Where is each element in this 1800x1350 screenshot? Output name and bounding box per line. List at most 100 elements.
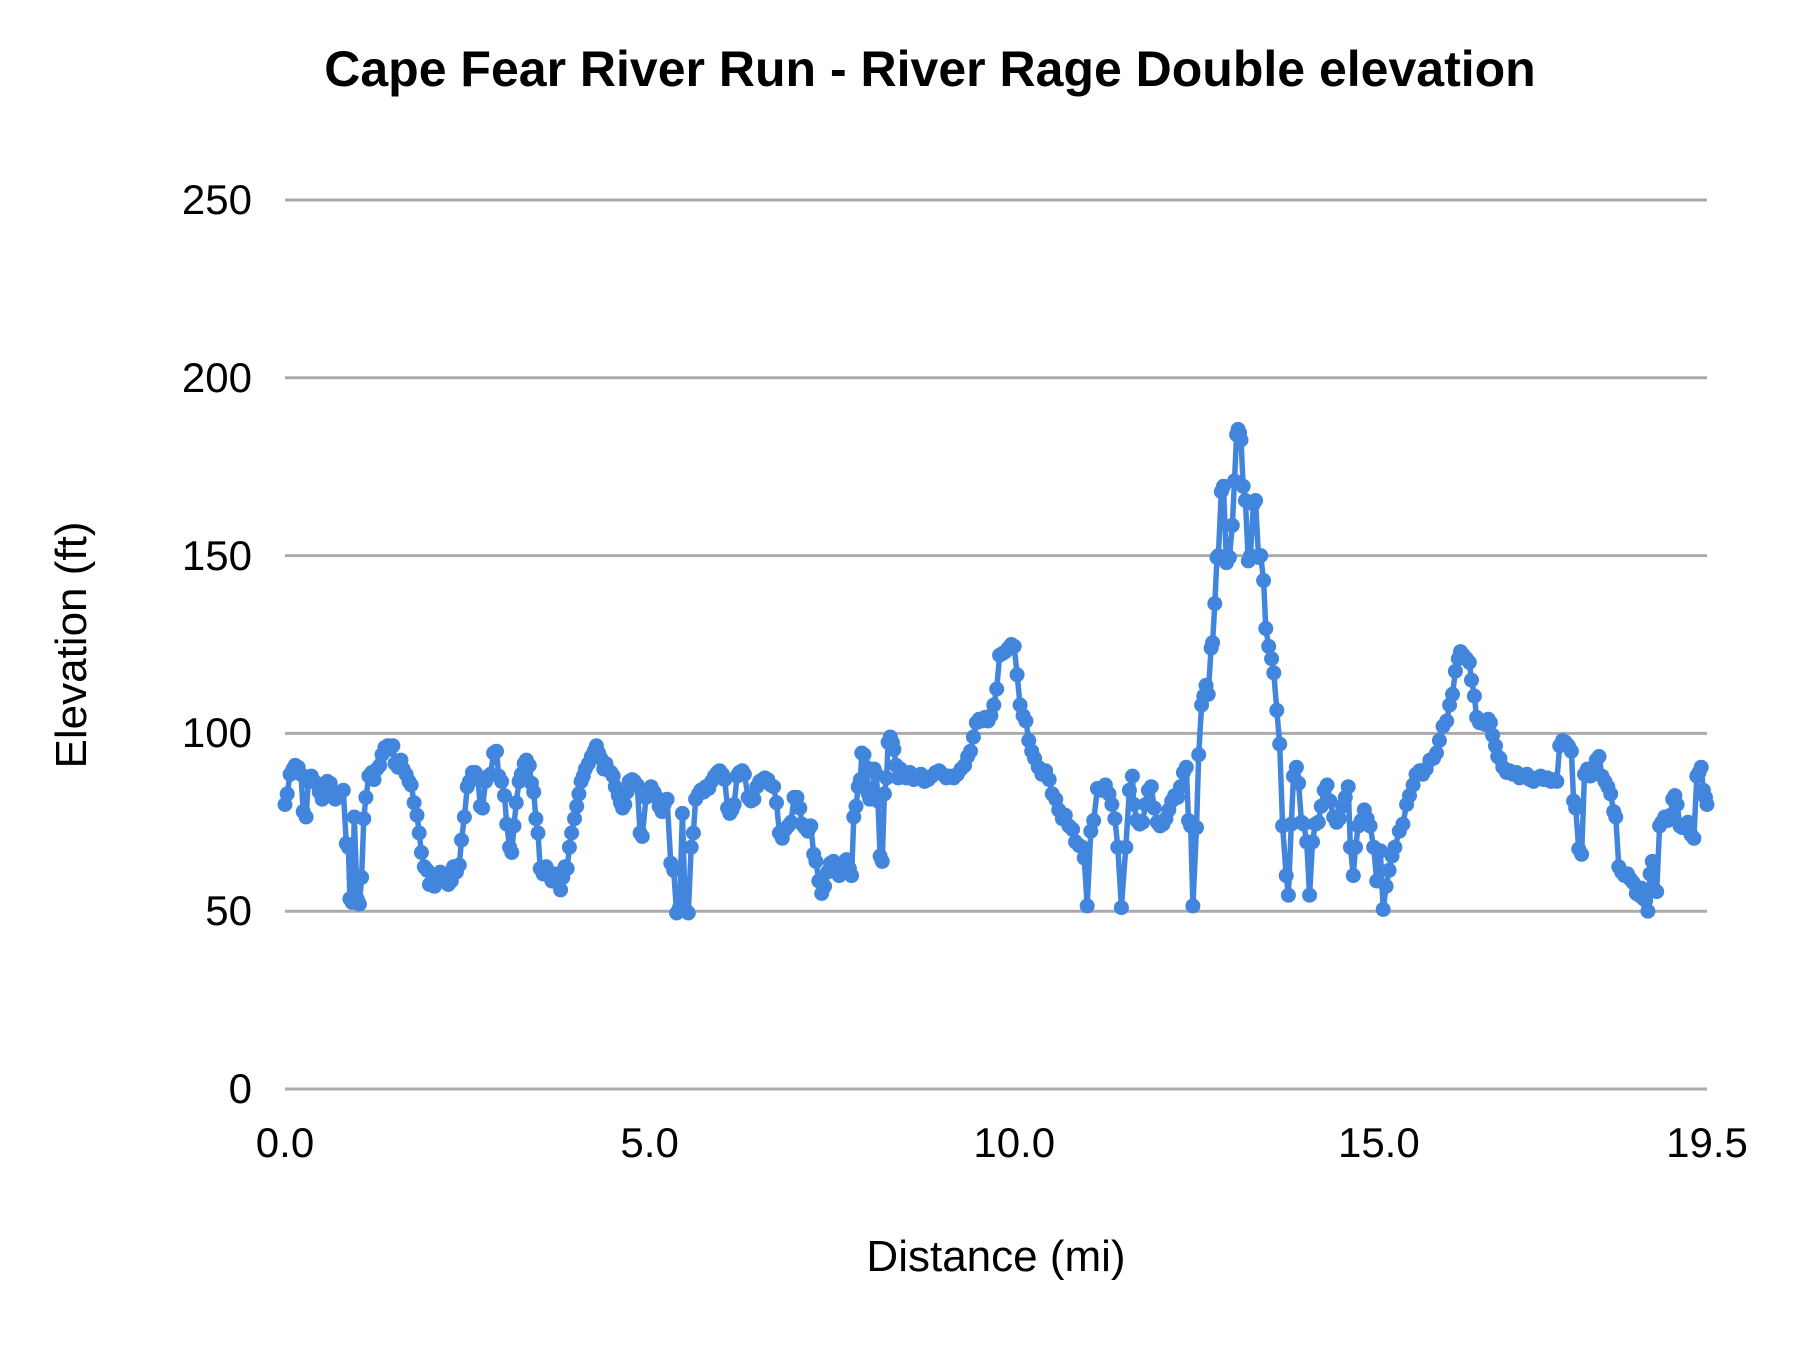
data-point: [1185, 898, 1201, 914]
data-point: [354, 869, 370, 885]
data-point: [504, 845, 520, 860]
data-point: [358, 789, 374, 805]
y-tick-label: 50: [205, 887, 252, 935]
data-point: [569, 798, 585, 814]
data-point: [526, 784, 542, 800]
data-point: [1018, 713, 1034, 729]
data-point: [803, 818, 819, 834]
data-point: [1591, 749, 1607, 764]
data-point: [561, 839, 577, 855]
data-point: [1235, 478, 1251, 494]
data-point: [886, 741, 902, 757]
data-point: [634, 829, 650, 844]
data-point: [1395, 816, 1411, 832]
data-point: [817, 878, 833, 894]
data-point: [508, 795, 524, 811]
data-point: [1345, 868, 1361, 884]
data-point: [497, 788, 512, 804]
data-point: [1319, 777, 1335, 793]
data-point: [335, 782, 351, 798]
data-point: [1256, 573, 1272, 588]
data-point: [553, 882, 569, 898]
data-point: [351, 896, 367, 912]
data-point: [1200, 686, 1216, 702]
data-point: [1439, 713, 1455, 729]
data-point: [1362, 818, 1378, 834]
data-point: [1126, 797, 1142, 812]
data-point: [856, 747, 872, 763]
data-point: [1699, 797, 1715, 812]
data-point: [564, 825, 580, 841]
chart-title: Cape Fear River Run - River Rage Double …: [324, 41, 1536, 97]
data-point: [413, 845, 429, 860]
data-point: [963, 743, 978, 759]
data-point: [1272, 736, 1288, 752]
data-point: [1375, 901, 1391, 917]
data-point: [1649, 884, 1665, 900]
data-point: [1261, 638, 1277, 654]
data-point: [874, 853, 890, 869]
data-point: [1248, 493, 1264, 508]
data-point: [403, 777, 419, 793]
data-point: [736, 766, 752, 782]
data-point: [1429, 745, 1444, 761]
data-point: [489, 743, 504, 759]
data-point: [1686, 830, 1702, 846]
data-point: [1280, 887, 1296, 903]
data-point: [340, 839, 356, 855]
data-point: [571, 786, 587, 802]
data-point: [717, 772, 733, 788]
data-point: [666, 862, 682, 878]
data-point: [1135, 814, 1151, 830]
data-point: [1124, 768, 1140, 784]
x-tick-label: 19.5: [1666, 1119, 1748, 1166]
data-point: [1107, 811, 1123, 827]
data-point: [1278, 868, 1294, 884]
data-point: [1178, 759, 1194, 775]
data-point: [411, 825, 427, 841]
data-point: [279, 786, 295, 802]
data-point: [1113, 900, 1129, 916]
x-tick-label: 15.0: [1337, 1119, 1420, 1166]
data-point: [1387, 839, 1403, 855]
data-point: [685, 825, 701, 841]
data-point: [528, 811, 544, 827]
y-tick-label: 200: [181, 353, 252, 401]
y-tick-label: 0: [228, 1065, 252, 1112]
data-point: [1253, 548, 1269, 564]
elevation-series-line: [282, 426, 1710, 916]
data-point: [1447, 663, 1463, 679]
data-point: [356, 811, 372, 827]
data-point: [683, 839, 699, 855]
data-point: [848, 798, 864, 814]
data-point: [1233, 432, 1249, 448]
data-point: [1006, 638, 1022, 654]
data-point: [1065, 821, 1081, 837]
data-point: [1693, 759, 1709, 775]
data-point: [1381, 862, 1397, 878]
data-point: [1079, 898, 1095, 914]
data-point: [876, 786, 892, 802]
data-point: [852, 772, 868, 788]
data-point: [406, 795, 422, 811]
data-point: [1340, 779, 1356, 795]
data-point: [298, 809, 314, 825]
data-point: [1574, 846, 1590, 862]
data-point: [454, 832, 469, 848]
data-point: [385, 738, 401, 754]
data-point: [1305, 834, 1320, 850]
data-point: [1288, 759, 1304, 775]
data-point: [1642, 866, 1658, 882]
data-point: [1322, 793, 1338, 809]
data-point: [1563, 743, 1579, 759]
data-point: [1348, 839, 1363, 855]
data-point: [1466, 688, 1482, 704]
data-point: [1603, 786, 1619, 802]
data-point: [844, 868, 860, 884]
data-point: [1482, 715, 1498, 731]
data-point: [1104, 797, 1120, 812]
data-point: [1269, 702, 1285, 718]
data-point: [1669, 797, 1685, 812]
data-point: [1291, 775, 1307, 791]
